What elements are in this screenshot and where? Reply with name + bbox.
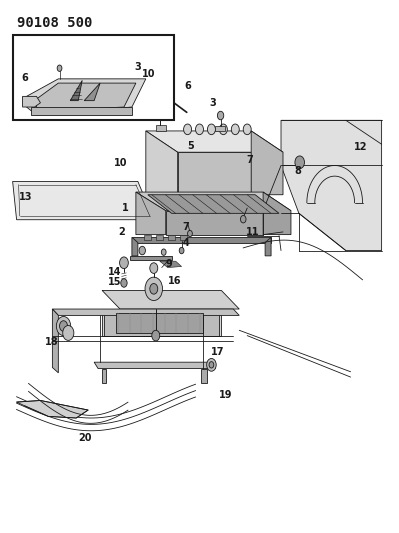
Text: 19: 19	[219, 390, 232, 400]
Circle shape	[219, 124, 227, 135]
Polygon shape	[23, 96, 40, 107]
Polygon shape	[102, 368, 106, 383]
Polygon shape	[146, 131, 283, 152]
Text: 7: 7	[183, 222, 190, 232]
Text: 5: 5	[187, 141, 194, 151]
Circle shape	[150, 284, 158, 294]
Circle shape	[59, 321, 67, 332]
Circle shape	[150, 263, 158, 273]
Polygon shape	[94, 362, 215, 368]
Text: 17: 17	[211, 346, 225, 357]
Polygon shape	[136, 192, 291, 211]
Text: 1: 1	[122, 203, 129, 213]
Circle shape	[145, 277, 162, 301]
Polygon shape	[52, 309, 58, 373]
Circle shape	[188, 230, 192, 237]
Polygon shape	[17, 400, 88, 418]
Polygon shape	[36, 83, 136, 111]
Polygon shape	[116, 313, 203, 333]
Text: 12: 12	[354, 142, 367, 152]
Circle shape	[139, 246, 145, 255]
Polygon shape	[160, 261, 182, 268]
Text: 3: 3	[209, 98, 216, 108]
Polygon shape	[146, 131, 178, 195]
Text: 6: 6	[185, 81, 192, 91]
Circle shape	[152, 330, 160, 341]
Circle shape	[63, 326, 74, 341]
Text: 10: 10	[142, 69, 155, 79]
Circle shape	[217, 111, 224, 120]
Text: 16: 16	[168, 277, 181, 286]
Text: 7: 7	[247, 155, 253, 165]
Polygon shape	[132, 237, 271, 243]
Polygon shape	[102, 309, 221, 336]
Text: 14: 14	[108, 267, 122, 277]
Circle shape	[241, 215, 246, 223]
Circle shape	[207, 124, 215, 135]
Circle shape	[56, 317, 71, 336]
Polygon shape	[104, 312, 219, 336]
Polygon shape	[27, 79, 146, 115]
Polygon shape	[263, 192, 291, 235]
Circle shape	[231, 124, 239, 135]
Circle shape	[179, 247, 184, 254]
Circle shape	[207, 359, 216, 371]
Polygon shape	[84, 83, 100, 101]
Polygon shape	[166, 211, 263, 235]
Circle shape	[196, 124, 203, 135]
Text: 18: 18	[45, 337, 59, 347]
Polygon shape	[132, 237, 138, 256]
Polygon shape	[70, 80, 82, 101]
Text: 6: 6	[22, 73, 28, 83]
Polygon shape	[180, 235, 187, 240]
Circle shape	[161, 249, 166, 255]
Polygon shape	[30, 107, 132, 115]
Circle shape	[209, 362, 214, 368]
Polygon shape	[148, 195, 279, 213]
Text: 3: 3	[134, 62, 140, 72]
Polygon shape	[251, 131, 283, 195]
Polygon shape	[265, 237, 271, 256]
Polygon shape	[168, 235, 175, 240]
Text: 13: 13	[19, 192, 32, 203]
Polygon shape	[136, 192, 166, 235]
Text: 11: 11	[247, 227, 260, 237]
Polygon shape	[144, 235, 151, 240]
Bar	[13, 35, 174, 120]
Circle shape	[120, 257, 128, 269]
Polygon shape	[13, 181, 154, 220]
Polygon shape	[201, 368, 207, 383]
Circle shape	[243, 124, 251, 135]
Text: 2: 2	[118, 227, 125, 237]
Circle shape	[184, 124, 192, 135]
Bar	[156, 125, 166, 132]
Circle shape	[121, 279, 127, 287]
Text: 8: 8	[294, 166, 301, 176]
Circle shape	[57, 65, 62, 71]
Polygon shape	[178, 152, 251, 195]
Polygon shape	[130, 256, 172, 260]
Text: 15: 15	[108, 278, 122, 287]
Text: 10: 10	[114, 158, 128, 168]
Polygon shape	[281, 120, 381, 251]
Text: 4: 4	[183, 238, 190, 247]
Circle shape	[295, 156, 304, 168]
Text: 90108 500: 90108 500	[17, 15, 92, 29]
Circle shape	[156, 106, 164, 116]
Polygon shape	[102, 290, 239, 309]
Polygon shape	[52, 309, 239, 316]
Text: 20: 20	[78, 433, 92, 443]
Text: 9: 9	[166, 259, 172, 269]
Polygon shape	[156, 235, 163, 240]
Bar	[215, 126, 225, 132]
